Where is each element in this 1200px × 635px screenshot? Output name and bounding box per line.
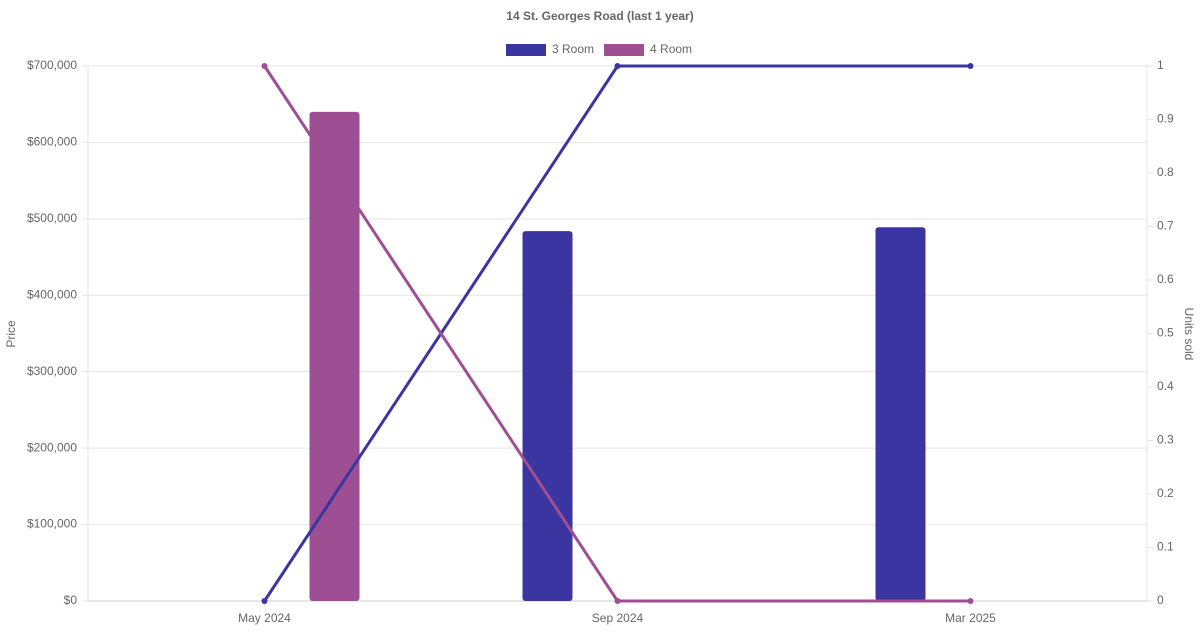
point — [967, 63, 974, 69]
y2-tick-label: 0.9 — [1157, 112, 1174, 126]
point — [614, 598, 621, 604]
x-tick-label: Mar 2025 — [945, 611, 996, 625]
point — [614, 63, 621, 69]
bar — [875, 227, 926, 601]
y2-tick-label: 0.5 — [1157, 326, 1174, 340]
y2-tick-label: 0 — [1157, 593, 1164, 607]
x-tick-label: May 2024 — [238, 611, 291, 625]
y2-tick-label: 0.2 — [1157, 486, 1174, 500]
y2-tick-label: 0.8 — [1157, 165, 1174, 179]
y-tick-label: $500,000 — [27, 211, 77, 225]
x-tick-label: Sep 2024 — [592, 611, 644, 625]
y2-tick-label: 1 — [1157, 58, 1164, 72]
y2-tick-label: 0.1 — [1157, 540, 1174, 554]
y-tick-label: $700,000 — [27, 58, 77, 72]
y-tick-label: $0 — [64, 593, 78, 607]
point — [967, 598, 974, 604]
y2-tick-label: 0.3 — [1157, 433, 1174, 447]
point — [261, 63, 268, 69]
legend-swatch — [604, 44, 645, 56]
y2-tick-label: 0.6 — [1157, 272, 1174, 286]
legend-label: 3 Room — [552, 42, 594, 56]
bar — [522, 231, 573, 602]
y-tick-label: $100,000 — [27, 517, 77, 531]
bar — [309, 111, 360, 601]
chart-title: 14 St. Georges Road (last 1 year) — [506, 9, 693, 23]
point — [261, 598, 268, 604]
y-tick-label: $300,000 — [27, 364, 77, 378]
y-tick-label: $400,000 — [27, 287, 77, 301]
y-tick-label: $600,000 — [27, 135, 77, 149]
y-axis-title: Price — [4, 320, 18, 348]
line — [263, 64, 971, 602]
legend-label: 4 Room — [650, 42, 692, 56]
y2-tick-label: 0.4 — [1157, 379, 1174, 393]
y-tick-label: $200,000 — [27, 440, 77, 454]
line — [263, 65, 971, 603]
y2-axis-title: Units sold — [1182, 308, 1196, 361]
y2-tick-label: 0.7 — [1157, 219, 1174, 233]
legend-swatch — [506, 44, 546, 56]
